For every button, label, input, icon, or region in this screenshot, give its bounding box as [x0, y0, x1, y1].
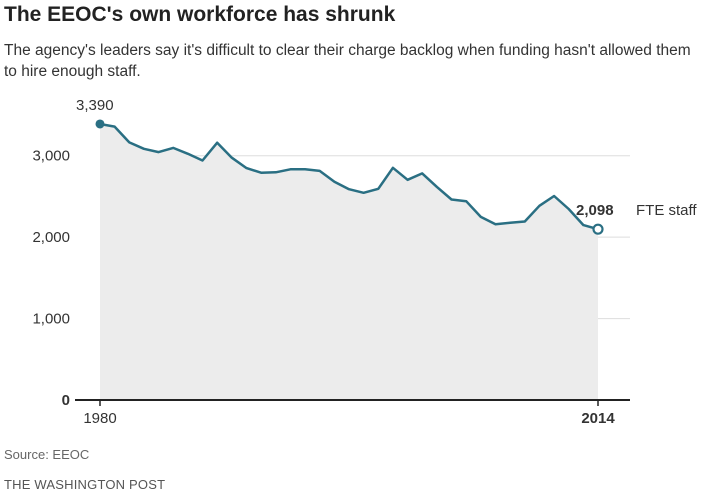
y-tick-label: 2,000 [32, 229, 70, 246]
x-axis-ticks: 1980 2014 [83, 400, 615, 427]
publisher-credit: THE WASHINGTON POST [4, 477, 166, 492]
area-fill [100, 124, 598, 400]
y-axis-ticks: 0 1,000 2,000 3,000 [32, 148, 70, 409]
end-point [592, 223, 604, 235]
x-tick-label: 2014 [581, 410, 615, 427]
y-tick-label: 0 [62, 392, 70, 409]
data-points [95, 119, 604, 235]
y-tick-label: 3,000 [32, 148, 70, 165]
end-value-label: 2,098 [576, 202, 614, 219]
chart-subtitle: The agency's leaders say it's difficult … [4, 42, 691, 80]
area-chart: 0 1,000 2,000 3,000 1980 2014 3,390 2,098 FT… [32, 97, 697, 427]
source-note: Source: EEOC [4, 447, 90, 462]
end-unit-label: FTE staff [636, 202, 697, 219]
series-line [99, 122, 599, 231]
start-value-label: 3,390 [76, 97, 114, 114]
y-tick-label: 1,000 [32, 311, 70, 328]
chart-title: The EEOC's own workforce has shrunk [4, 3, 396, 26]
x-tick-label: 1980 [83, 410, 116, 427]
start-point [95, 119, 105, 129]
